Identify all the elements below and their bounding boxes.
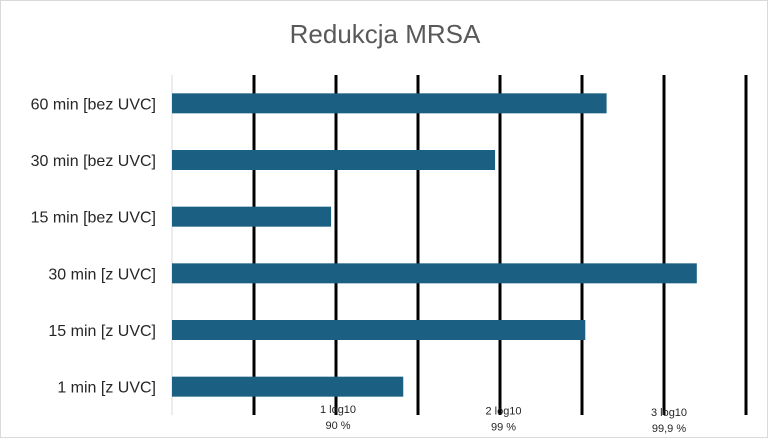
category-label-3: 30 min [z UVC] xyxy=(48,266,156,283)
gridlines xyxy=(171,75,748,415)
category-label-4: 15 min [z UVC] xyxy=(48,323,156,340)
category-label-0: 60 min [bez UVC] xyxy=(31,96,156,113)
tick-sublabel-2: 99,9 % xyxy=(652,423,686,435)
tick-sublabel-1: 99 % xyxy=(491,422,516,434)
bar-0 xyxy=(172,93,607,114)
bar-1 xyxy=(172,150,496,170)
bar-4 xyxy=(172,320,586,340)
tick-labels: 1 log10 90 % 2 log10 99 % 3 log10 99,9 % xyxy=(320,404,687,435)
tick-sublabel-0: 90 % xyxy=(325,420,350,432)
bar-2 xyxy=(172,206,332,227)
category-label-2: 15 min [bez UVC] xyxy=(31,210,156,227)
bars xyxy=(172,93,697,397)
category-label-1: 30 min [bez UVC] xyxy=(31,153,156,170)
tick-label-2: 3 log10 xyxy=(651,407,687,419)
chart-title: Redukcja MRSA xyxy=(290,19,481,49)
tick-label-1: 2 log10 xyxy=(485,406,521,418)
category-labels: 60 min [bez UVC] 30 min [bez UVC] 15 min [… xyxy=(31,96,156,396)
category-label-5: 1 min [z UVC] xyxy=(57,380,156,397)
bar-3 xyxy=(172,263,697,284)
tick-label-0: 1 log10 xyxy=(320,404,356,416)
bar-5 xyxy=(172,376,404,397)
